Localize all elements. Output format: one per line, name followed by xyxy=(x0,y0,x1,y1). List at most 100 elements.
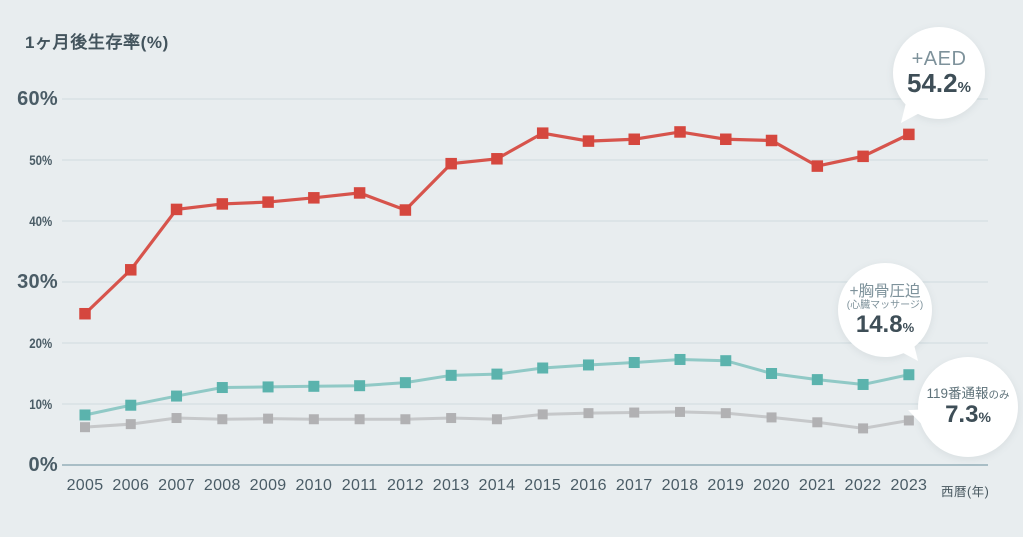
data-point-2013 xyxy=(445,369,457,381)
data-point-2016 xyxy=(582,359,594,371)
data-point-2013 xyxy=(446,413,457,424)
data-point-2007 xyxy=(170,203,183,216)
data-point-2012 xyxy=(399,204,412,216)
data-point-2020 xyxy=(766,368,778,379)
callout-call-label-suffix: のみ xyxy=(988,388,1010,401)
x-axis-tick-label-2018: 2018 xyxy=(661,477,699,494)
data-point-2016 xyxy=(583,408,594,419)
data-point-2006 xyxy=(125,399,137,411)
x-axis-tick-label-2013: 2013 xyxy=(432,477,470,494)
data-point-2008 xyxy=(217,414,228,425)
x-axis-tick-label-2008: 2008 xyxy=(203,477,241,494)
data-point-2005 xyxy=(79,307,91,320)
x-axis-tick-label-2009: 2009 xyxy=(249,477,287,494)
data-point-2017 xyxy=(628,357,640,369)
data-point-2014 xyxy=(491,414,502,425)
callout-call-label-main: 119番通報 xyxy=(926,385,989,401)
data-point-2021 xyxy=(811,160,824,172)
x-axis-tick-label-2019: 2019 xyxy=(707,477,745,494)
x-axis-unit-label: 西暦(年) xyxy=(941,485,990,499)
data-point-2014 xyxy=(491,368,503,380)
data-point-2012 xyxy=(400,414,411,425)
x-axis-tick-label-2016: 2016 xyxy=(570,477,607,494)
x-axis-tick-label-2010: 2010 xyxy=(295,477,333,494)
chart-title: 1ヶ月後生存率(%) xyxy=(25,33,169,52)
data-point-2021 xyxy=(811,374,823,386)
callout-call-only: 119番通報のみ 7.3% xyxy=(905,357,1018,457)
x-axis-tick-label-2007: 2007 xyxy=(158,477,195,494)
data-point-2020 xyxy=(766,412,777,423)
data-point-2005 xyxy=(79,409,91,421)
data-point-2005 xyxy=(80,422,90,433)
x-axis-tick-label-2011: 2011 xyxy=(341,477,378,494)
x-axis-tick-label-2020: 2020 xyxy=(753,477,790,494)
x-axis-tick-label-2022: 2022 xyxy=(844,477,882,494)
data-point-2011 xyxy=(353,187,366,199)
data-point-2010 xyxy=(308,380,320,392)
data-point-2018 xyxy=(674,126,686,138)
data-point-2022 xyxy=(857,378,869,390)
callout-chest-unit: % xyxy=(902,319,915,335)
data-point-2009 xyxy=(262,381,274,393)
data-point-2007 xyxy=(171,413,182,424)
data-point-2009 xyxy=(262,196,274,208)
y-axis-tick-label-0: 0% xyxy=(28,454,58,476)
data-point-2009 xyxy=(263,413,274,424)
data-point-2020 xyxy=(765,134,778,147)
data-point-2010 xyxy=(308,414,319,425)
x-axis-tick-label-2005: 2005 xyxy=(66,477,104,494)
data-point-2008 xyxy=(216,198,229,210)
x-axis-tick-label-2023: 2023 xyxy=(890,477,928,494)
callout-call-unit: % xyxy=(978,408,991,425)
callout-call-value: 7.3% xyxy=(945,402,991,427)
data-point-2015 xyxy=(537,362,549,374)
data-point-2006 xyxy=(125,264,137,276)
data-point-2010 xyxy=(308,192,320,204)
data-point-2014 xyxy=(491,153,503,165)
x-axis-tick-label-2015: 2015 xyxy=(524,477,562,494)
y-axis-tick-label-20: 20% xyxy=(29,335,53,351)
y-axis-tick-label-60: 60% xyxy=(17,88,58,110)
data-point-2022 xyxy=(858,423,869,434)
data-point-2019 xyxy=(720,355,732,367)
y-axis-tick-label-30: 30% xyxy=(17,271,58,293)
callout-chest-sublabel: (心臓マッサージ) xyxy=(846,299,924,311)
x-axis-tick-label-2021: 2021 xyxy=(798,477,836,494)
y-axis-tick-label-10: 10% xyxy=(29,396,53,412)
data-point-2019 xyxy=(720,408,731,419)
data-point-2011 xyxy=(354,380,366,392)
x-axis-tick-label-2006: 2006 xyxy=(112,477,150,494)
data-point-2023 xyxy=(903,369,915,381)
x-axis-tick-label-2017: 2017 xyxy=(615,477,653,494)
data-point-2018 xyxy=(674,353,686,365)
data-point-2022 xyxy=(857,150,869,163)
callout-aed-label: +AED xyxy=(911,48,967,71)
data-point-2019 xyxy=(720,133,732,146)
series-call-only xyxy=(80,406,914,434)
callout-call-pointer xyxy=(905,405,931,430)
x-axis-tick-label-2014: 2014 xyxy=(478,477,516,494)
data-point-2012 xyxy=(399,377,411,389)
series-aed xyxy=(79,126,915,320)
data-point-2017 xyxy=(628,133,640,146)
y-axis-tick-label-50: 50% xyxy=(29,152,53,168)
data-point-2011 xyxy=(354,414,365,425)
data-point-2008 xyxy=(216,382,228,394)
callout-call-label: 119番通報のみ xyxy=(926,385,1010,402)
data-point-2007 xyxy=(171,390,183,402)
data-point-2013 xyxy=(445,157,457,170)
callout-chest-label: +胸骨圧迫 xyxy=(849,282,921,300)
callout-chest-value: 14.8% xyxy=(856,312,914,337)
data-point-2017 xyxy=(629,407,640,418)
callout-chest-number: 14.8 xyxy=(855,310,903,338)
callout-aed: +AED 54.2% xyxy=(893,27,985,129)
callout-aed-value: 54.2% xyxy=(907,70,971,97)
x-axis-tick-label-2012: 2012 xyxy=(386,477,424,494)
callout-aed-unit: % xyxy=(957,79,971,97)
series-chest-compression xyxy=(79,353,915,421)
series-line xyxy=(84,357,910,417)
data-point-2016 xyxy=(582,135,595,147)
callout-chest-compression: +胸骨圧迫 (心臓マッサージ) 14.8% xyxy=(838,263,932,367)
